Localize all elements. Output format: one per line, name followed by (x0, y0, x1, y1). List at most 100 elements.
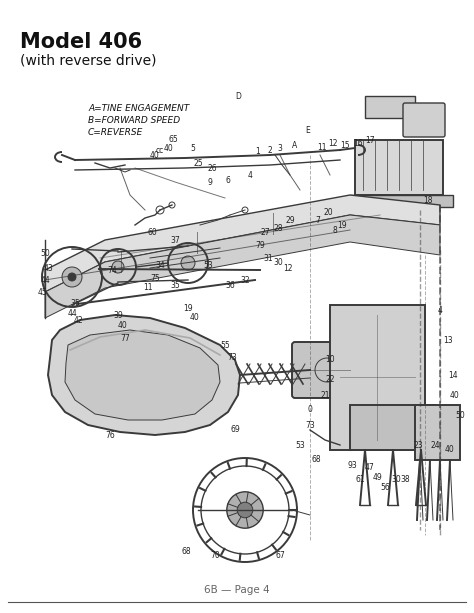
Text: 40: 40 (445, 446, 455, 454)
Text: 50: 50 (455, 411, 465, 419)
Text: A=TINE ENGAGEMENT: A=TINE ENGAGEMENT (88, 104, 189, 113)
Text: 35: 35 (70, 299, 80, 308)
Text: 19: 19 (183, 303, 193, 313)
Text: 8: 8 (333, 226, 337, 235)
Text: 43: 43 (43, 264, 53, 273)
Text: 34: 34 (155, 261, 165, 270)
Text: 79: 79 (255, 240, 265, 249)
Polygon shape (45, 195, 440, 292)
Text: 19: 19 (337, 221, 347, 229)
Text: 28: 28 (273, 224, 283, 232)
Text: 21: 21 (320, 390, 330, 400)
Circle shape (112, 261, 124, 273)
FancyBboxPatch shape (350, 195, 453, 207)
Text: 2: 2 (268, 145, 273, 154)
Text: 53: 53 (203, 261, 213, 270)
Text: 50: 50 (40, 248, 50, 257)
Text: 35: 35 (170, 281, 180, 289)
Text: 29: 29 (285, 216, 295, 224)
Text: 6B — Page 4: 6B — Page 4 (204, 585, 270, 595)
Text: 16: 16 (353, 139, 363, 148)
Text: 22: 22 (325, 376, 335, 384)
Text: 77: 77 (120, 333, 130, 343)
Text: 40: 40 (150, 151, 160, 159)
Text: 30: 30 (391, 476, 401, 484)
Text: 12: 12 (328, 139, 338, 148)
Text: 44: 44 (40, 275, 50, 284)
Text: 36: 36 (225, 281, 235, 289)
Text: 9: 9 (208, 178, 212, 186)
Text: 4: 4 (438, 305, 442, 314)
FancyBboxPatch shape (365, 96, 415, 118)
Text: 40: 40 (117, 321, 127, 330)
FancyBboxPatch shape (330, 305, 425, 450)
Text: 24: 24 (430, 441, 440, 449)
Polygon shape (65, 330, 220, 420)
Text: 26: 26 (207, 164, 217, 172)
Text: 23: 23 (413, 441, 423, 449)
FancyBboxPatch shape (292, 342, 363, 398)
Text: 7: 7 (316, 216, 320, 224)
Text: 18: 18 (423, 196, 433, 205)
Text: Model 406: Model 406 (20, 32, 142, 52)
Text: A: A (292, 140, 298, 150)
Text: 40: 40 (163, 143, 173, 153)
Text: 68: 68 (311, 455, 321, 465)
Text: 56: 56 (380, 484, 390, 492)
Text: 68: 68 (181, 547, 191, 557)
Text: D: D (235, 91, 241, 101)
Text: 27: 27 (260, 227, 270, 237)
Text: 73: 73 (305, 421, 315, 430)
Text: E: E (306, 126, 310, 134)
Text: 55: 55 (220, 340, 230, 349)
FancyBboxPatch shape (355, 140, 443, 195)
Text: 37: 37 (170, 235, 180, 245)
Text: 30: 30 (273, 257, 283, 267)
Text: 4: 4 (247, 170, 253, 180)
Text: 38: 38 (400, 476, 410, 484)
Text: 6: 6 (226, 175, 230, 185)
Text: 49: 49 (373, 473, 383, 482)
FancyBboxPatch shape (403, 103, 445, 137)
Text: 40: 40 (190, 313, 200, 321)
Circle shape (68, 273, 76, 281)
Text: cc: cc (156, 145, 164, 154)
Text: 74: 74 (107, 265, 117, 275)
Circle shape (62, 267, 82, 287)
Circle shape (181, 256, 195, 270)
Text: 44: 44 (67, 308, 77, 318)
Text: 73: 73 (227, 354, 237, 362)
Polygon shape (45, 215, 440, 318)
Text: 39: 39 (113, 311, 123, 319)
FancyBboxPatch shape (350, 405, 435, 450)
Text: 60: 60 (147, 227, 157, 237)
Text: 40: 40 (450, 390, 460, 400)
FancyBboxPatch shape (415, 405, 460, 460)
Text: 93: 93 (347, 460, 357, 470)
Text: 53: 53 (295, 441, 305, 449)
Text: 47: 47 (365, 463, 375, 473)
Circle shape (227, 492, 263, 528)
Text: 15: 15 (340, 140, 350, 150)
Text: 70: 70 (210, 550, 220, 560)
Text: (with reverse drive): (with reverse drive) (20, 53, 156, 67)
Text: 3: 3 (278, 143, 283, 153)
Text: 75: 75 (150, 273, 160, 283)
Text: 12: 12 (283, 264, 293, 273)
Text: 1: 1 (255, 147, 260, 156)
Text: B=FORWARD SPEED: B=FORWARD SPEED (88, 115, 180, 124)
Text: 31: 31 (263, 254, 273, 262)
Text: 76: 76 (105, 430, 115, 440)
Text: 42: 42 (73, 316, 83, 324)
Text: 10: 10 (325, 356, 335, 365)
Circle shape (237, 502, 253, 518)
Text: 0: 0 (308, 406, 312, 414)
Text: 14: 14 (448, 370, 458, 379)
Text: 65: 65 (168, 134, 178, 143)
Text: 11: 11 (143, 283, 153, 292)
Text: 67: 67 (275, 550, 285, 560)
Text: 20: 20 (323, 207, 333, 216)
Text: 5: 5 (191, 143, 195, 153)
Text: 69: 69 (230, 425, 240, 435)
Text: 45: 45 (37, 287, 47, 297)
